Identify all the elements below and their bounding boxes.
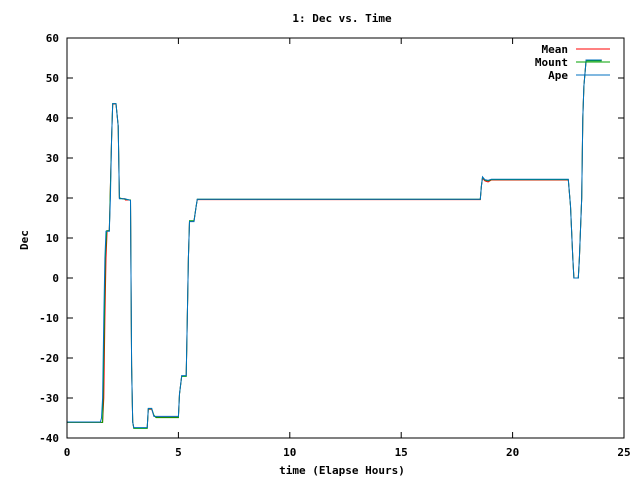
y-tick-label: -40 xyxy=(39,432,59,445)
axis-ticks: -40 -30 -20 -10 0 10 20 30 40 50 60 0 5 10 15 20 25 xyxy=(39,32,631,459)
y-tick-label: 50 xyxy=(46,72,59,85)
x-tick-label: 15 xyxy=(395,446,408,459)
chart-title: 1: Dec vs. Time xyxy=(292,12,392,25)
x-tick-label: 10 xyxy=(283,446,296,459)
legend-label-mount: Mount xyxy=(535,56,568,69)
legend-label-ape: Ape xyxy=(548,69,568,82)
x-tick-label: 0 xyxy=(64,446,71,459)
y-axis-label: Dec xyxy=(18,230,31,250)
legend-label-mean: Mean xyxy=(542,43,569,56)
y-tick-label: 10 xyxy=(46,232,59,245)
x-axis-label: time (Elapse Hours) xyxy=(279,464,405,477)
y-tick-label: 30 xyxy=(46,152,59,165)
plot-area-frame xyxy=(66,37,625,439)
x-tick-label: 20 xyxy=(506,446,519,459)
y-tick-label: -10 xyxy=(39,312,59,325)
y-tick-label: 40 xyxy=(46,112,59,125)
y-tick-label: 60 xyxy=(46,32,59,45)
x-tick-label: 5 xyxy=(175,446,182,459)
y-tick-label: -30 xyxy=(39,392,59,405)
series-lines xyxy=(67,59,602,429)
x-tick-label: 25 xyxy=(617,446,630,459)
y-tick-label: -20 xyxy=(39,352,59,365)
series-line-ape xyxy=(67,59,602,429)
y-tick-label: 20 xyxy=(46,192,59,205)
y-tick-label: 0 xyxy=(52,272,59,285)
